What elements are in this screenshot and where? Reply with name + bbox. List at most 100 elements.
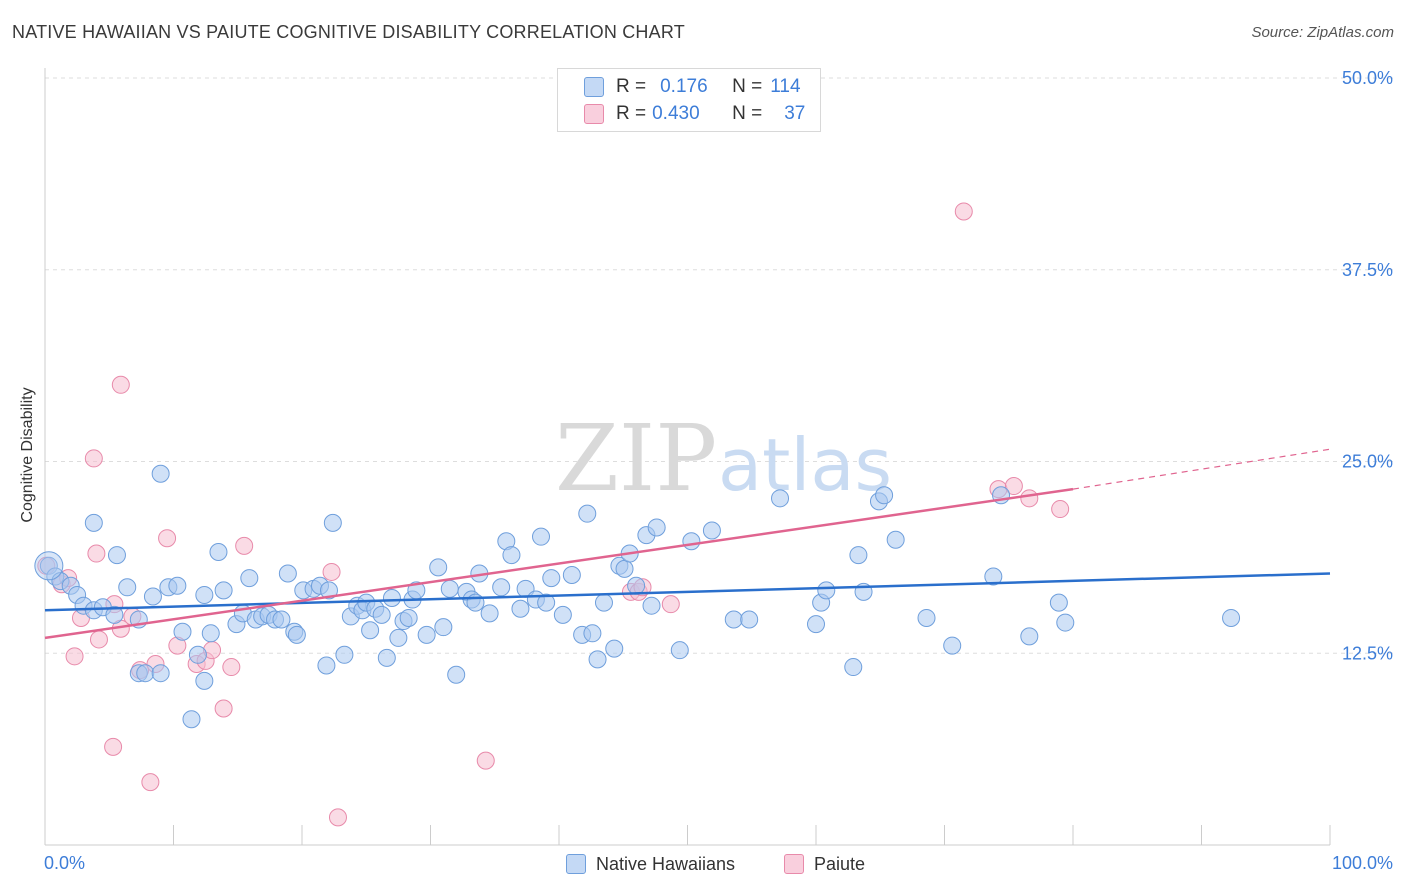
native-hawaiian-point-92 bbox=[642, 596, 661, 615]
paiute-point-25 bbox=[328, 808, 347, 827]
native-hawaiian-point-84 bbox=[588, 650, 607, 669]
native-hawaiian-point-7 bbox=[84, 513, 103, 532]
native-hawaiian-point-38 bbox=[287, 625, 306, 644]
native-hawaiian-point-72 bbox=[502, 546, 521, 565]
paiute-points bbox=[37, 202, 1070, 827]
paiute-point-3 bbox=[65, 647, 84, 666]
paiute-point-16 bbox=[158, 529, 177, 548]
native-hawaiian-point-35 bbox=[272, 610, 291, 629]
native-hawaiian-point-14 bbox=[136, 664, 155, 683]
paiute-point-6 bbox=[87, 544, 106, 563]
paiute-point-8 bbox=[104, 737, 123, 756]
y-tick-label-2: 37.5% bbox=[1342, 260, 1393, 280]
native-hawaiian-point-11 bbox=[118, 578, 137, 597]
native-hawaiian-point-109 bbox=[917, 608, 936, 627]
trend-line-native-hawaiians bbox=[44, 572, 1331, 612]
native-hawaiian-point-60 bbox=[417, 625, 436, 644]
native-hawaiian-point-20 bbox=[173, 622, 192, 641]
native-hawaiian-point-17 bbox=[151, 464, 170, 483]
native-hawaiian-point-36 bbox=[278, 564, 297, 583]
bottom-legend-paiute: Paiute bbox=[784, 852, 865, 876]
native-hawaiian-point-90 bbox=[627, 576, 646, 595]
bottom-legend-swatch-pink bbox=[784, 854, 804, 874]
native-hawaiian-point-64 bbox=[447, 665, 466, 684]
legend-row-native-hawaiians: R = 0.176 N = 114 bbox=[584, 75, 801, 99]
native-hawaiian-point-45 bbox=[335, 645, 354, 664]
watermark-zip: ZIP bbox=[555, 405, 717, 512]
native-hawaiian-point-100 bbox=[807, 615, 825, 634]
native-hawaiian-point-77 bbox=[537, 593, 556, 612]
native-hawaiian-point-16 bbox=[151, 664, 170, 683]
y-tick-label-0: 12.5% bbox=[1342, 643, 1393, 663]
legend-r-label: R = bbox=[616, 76, 647, 97]
native-hawaiian-point-88 bbox=[615, 559, 634, 578]
native-hawaiian-point-63 bbox=[440, 579, 459, 598]
native-hawaiian-point-86 bbox=[605, 639, 624, 658]
native-hawaiian-point-70 bbox=[492, 578, 511, 597]
native-hawaiian-point-55 bbox=[389, 628, 408, 647]
y-axis-label: Cognitive Disability bbox=[19, 387, 36, 523]
paiute-point-14 bbox=[141, 773, 160, 792]
tick-labels: 12.5% 25.0% 37.5% 50.0% 0.0% 100.0% bbox=[44, 68, 1393, 873]
legend-n-label: N = bbox=[732, 76, 763, 97]
correlation-legend: R = 0.176 N = 114 R = 0.430 N = 37 bbox=[557, 68, 821, 132]
legend-n-value: 37 bbox=[784, 103, 806, 124]
native-hawaiian-point-27 bbox=[214, 581, 233, 600]
native-hawaiian-point-24 bbox=[195, 671, 214, 690]
native-hawaiian-point-50 bbox=[361, 621, 380, 640]
native-hawaiian-point-19 bbox=[168, 576, 187, 595]
native-hawaiian-point-53 bbox=[377, 648, 396, 667]
paiute-point-5 bbox=[84, 449, 103, 468]
trend-line-paiute-extension bbox=[1072, 448, 1331, 490]
native-hawaiian-point-52 bbox=[372, 605, 391, 624]
native-hawaiian-point-69 bbox=[480, 604, 499, 623]
bottom-legend-label-native-hawaiians: Native Hawaiians bbox=[596, 853, 736, 874]
native-hawaiian-point-102 bbox=[817, 581, 836, 600]
source-label: Source: ZipAtlas.com bbox=[1251, 24, 1394, 41]
native-hawaiian-point-97 bbox=[724, 610, 743, 629]
chart-title: NATIVE HAWAIIAN VS PAIUTE COGNITIVE DISA… bbox=[12, 22, 685, 42]
native-hawaiian-point-104 bbox=[849, 546, 868, 565]
native-hawaiian-point-79 bbox=[553, 605, 572, 624]
native-hawaiian-point-114 bbox=[1049, 593, 1068, 612]
native-hawaiian-point-80 bbox=[562, 566, 581, 585]
paiute-point-7 bbox=[89, 630, 108, 649]
trend-line-paiute bbox=[44, 487, 1074, 640]
native-hawaiian-point-94 bbox=[670, 641, 689, 660]
native-hawaiian-point-96 bbox=[702, 521, 721, 540]
native-hawaiian-point-26 bbox=[209, 543, 228, 562]
bottom-legend-label-paiute: Paiute bbox=[814, 853, 866, 874]
native-hawaiian-point-108 bbox=[886, 530, 905, 549]
native-hawaiian-point-62 bbox=[434, 618, 453, 637]
native-hawaiian-point-43 bbox=[319, 581, 338, 600]
native-hawaiian-point-25 bbox=[201, 624, 220, 643]
y-tick-label-1: 25.0% bbox=[1342, 452, 1393, 472]
native-hawaiian-point-76 bbox=[532, 527, 551, 546]
legend-r-label: R = bbox=[616, 103, 647, 124]
native-hawaiian-point-large bbox=[34, 551, 64, 581]
paiute-point-35 bbox=[1051, 500, 1070, 519]
legend-swatch-pink bbox=[584, 104, 604, 124]
native-hawaiian-point-111 bbox=[984, 567, 1003, 586]
legend-n-label: N = bbox=[732, 103, 763, 124]
native-hawaiian-point-103 bbox=[844, 658, 863, 677]
paiute-point-31 bbox=[954, 202, 973, 221]
legend-swatch-blue bbox=[584, 77, 604, 97]
native-hawaiian-point-83 bbox=[583, 624, 602, 643]
native-hawaiian-point-78 bbox=[542, 569, 561, 588]
native-hawaiian-point-22 bbox=[188, 645, 207, 664]
native-hawaiian-point-93 bbox=[647, 518, 666, 537]
native-hawaiian-point-85 bbox=[594, 593, 613, 612]
paiute-point-23 bbox=[235, 536, 254, 555]
native-hawaiian-point-57 bbox=[399, 608, 418, 627]
x-tick-label-1: 100.0% bbox=[1332, 853, 1393, 873]
bottom-legend-swatch-blue bbox=[566, 854, 586, 874]
paiute-point-26 bbox=[476, 751, 495, 770]
native-hawaiian-point-110 bbox=[943, 636, 962, 655]
native-hawaiian-point-98 bbox=[740, 610, 759, 629]
y-tick-label-3: 50.0% bbox=[1342, 68, 1393, 88]
watermark-atlas: atlas bbox=[718, 423, 892, 507]
bottom-legend-native-hawaiians: Native Hawaiians bbox=[566, 852, 735, 876]
paiute-point-24 bbox=[322, 562, 341, 581]
native-hawaiian-point-15 bbox=[143, 587, 162, 606]
